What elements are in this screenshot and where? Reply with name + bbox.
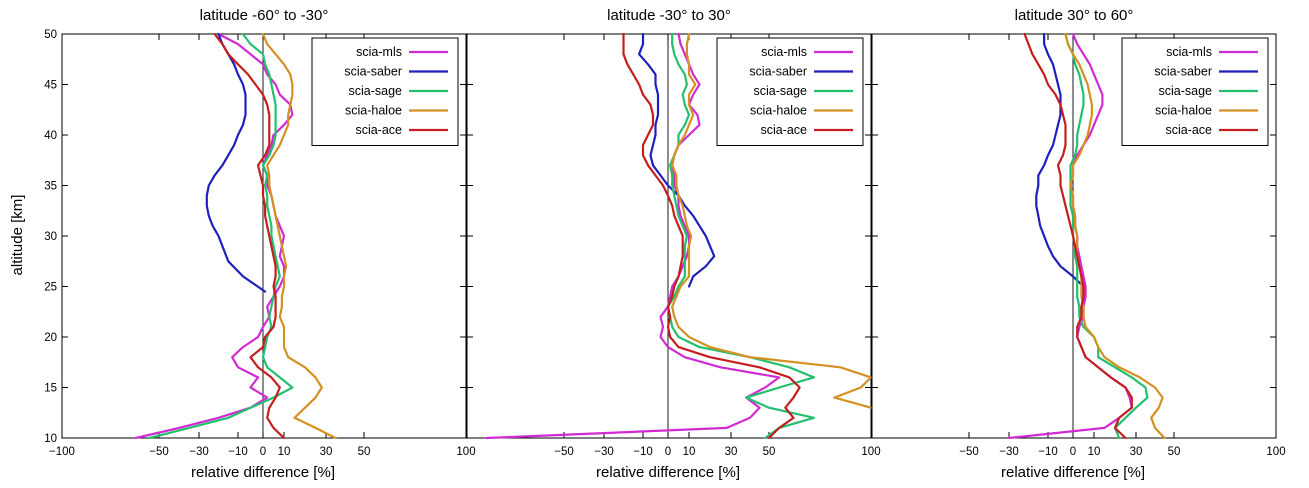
- x-tick-label: −10: [633, 446, 653, 458]
- x-tick-label: −10: [1038, 446, 1058, 458]
- legend-label: scia-sage: [1159, 84, 1213, 98]
- x-tick-label: 10: [278, 446, 291, 458]
- series-line-scia-mls: [134, 32, 294, 440]
- y-tick-label: 10: [44, 433, 57, 445]
- x-tick-label: −30: [999, 446, 1019, 458]
- x-tick-label: 50: [358, 446, 371, 458]
- legend-label: scia-mls: [761, 45, 807, 59]
- x-tick-label: 0: [1070, 446, 1076, 458]
- legend-label: scia-haloe: [345, 104, 402, 118]
- x-tick-label: −100: [49, 446, 75, 458]
- series-line-scia-saber: [205, 32, 267, 293]
- chart-panel: latitude 30° to 60° −50 −30 −10 0 10 30 50 100 re…: [871, 7, 1286, 481]
- series-line-scia-ace: [1023, 32, 1133, 440]
- legend-label: scia-mls: [1166, 45, 1212, 59]
- panels: latitude -60° to -30°−100 −50 −30 −10 0 10 30 5…: [44, 7, 1285, 481]
- series-line-scia-haloe: [261, 32, 337, 440]
- legend-label: scia-haloe: [1155, 104, 1212, 118]
- y-tick-label: 15: [44, 383, 57, 395]
- x-tick-label: 100: [456, 446, 475, 458]
- chart-title: latitude -60° to -30°: [200, 7, 329, 24]
- x-tick-label: 30: [725, 446, 738, 458]
- legend-label: scia-saber: [1154, 65, 1212, 79]
- x-tick-label: 50: [763, 446, 776, 458]
- x-tick-label: −10: [228, 446, 248, 458]
- y-tick-label: 35: [44, 181, 57, 193]
- legend-label: scia-haloe: [750, 104, 807, 118]
- legend-label: scia-saber: [749, 65, 807, 79]
- x-tick-label: 30: [1130, 446, 1143, 458]
- chart-panel: latitude -30° to 30° −50 −30 −10 0 10 30 50 100 r…: [466, 7, 881, 481]
- series-line-scia-ace: [213, 32, 286, 440]
- x-tick-label: 0: [260, 446, 266, 458]
- y-tick-label: 40: [44, 130, 57, 142]
- chart-panel: latitude -60° to -30°−100 −50 −30 −10 0 10 30 5…: [44, 7, 475, 481]
- x-tick-label: 0: [665, 446, 671, 458]
- series-line-scia-mls: [1007, 32, 1133, 440]
- x-axis-label: relative difference [%]: [191, 464, 335, 481]
- chart-title: latitude 30° to 60°: [1015, 7, 1134, 24]
- series-line-scia-mls: [485, 32, 781, 440]
- x-tick-label: 10: [1088, 446, 1101, 458]
- y-tick-label: 30: [44, 231, 57, 243]
- x-axis-label: relative difference [%]: [596, 464, 740, 481]
- y-tick-label: 25: [44, 282, 57, 294]
- chart-title: latitude -30° to 30°: [607, 7, 731, 24]
- x-tick-label: −30: [189, 446, 209, 458]
- x-tick-label: 100: [1266, 446, 1285, 458]
- legend-label: scia-sage: [754, 84, 808, 98]
- y-tick-label: 20: [44, 332, 57, 344]
- legend-label: scia-ace: [760, 123, 807, 137]
- series-line-scia-saber: [637, 32, 716, 288]
- legend-label: scia-ace: [1165, 123, 1212, 137]
- series-line-scia-sage: [666, 32, 816, 440]
- y-axis-label: altitude [km]: [9, 195, 26, 276]
- x-tick-label: −50: [959, 446, 979, 458]
- series-line-scia-saber: [1035, 32, 1085, 288]
- series-line-scia-sage: [148, 32, 294, 440]
- x-tick-label: 50: [1168, 446, 1181, 458]
- x-tick-label: 100: [861, 446, 880, 458]
- series-line-scia-haloe: [671, 32, 873, 409]
- legend-label: scia-ace: [355, 123, 402, 137]
- series-line-scia-haloe: [1064, 32, 1166, 440]
- x-tick-label: −50: [149, 446, 169, 458]
- x-tick-label: −50: [554, 446, 574, 458]
- x-axis-label: relative difference [%]: [1001, 464, 1145, 481]
- series-line-scia-ace: [622, 32, 801, 440]
- x-tick-label: 10: [683, 446, 696, 458]
- y-tick-label: 45: [44, 80, 57, 92]
- legend-label: scia-mls: [356, 45, 402, 59]
- x-tick-label: 30: [320, 446, 333, 458]
- y-tick-label: 50: [44, 29, 57, 41]
- x-tick-label: −30: [594, 446, 614, 458]
- legend-label: scia-saber: [344, 65, 402, 79]
- legend-label: scia-sage: [349, 84, 403, 98]
